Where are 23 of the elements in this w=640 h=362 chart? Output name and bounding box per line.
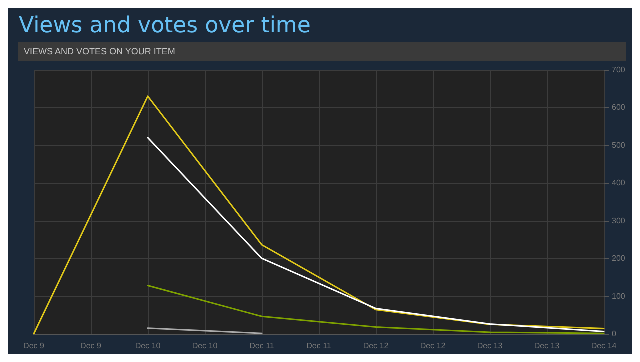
y-tick-label: 400 (612, 178, 626, 188)
x-tick-label: Dec 11 (306, 342, 332, 350)
y-tick-label: 0 (612, 330, 617, 338)
y-tick-label: 300 (612, 216, 626, 226)
x-tick-label: Dec 12 (420, 342, 446, 350)
y-tick-label: 100 (612, 292, 626, 301)
x-tick-label: Dec 13 (534, 342, 560, 350)
x-tick-label: Dec 9 (80, 342, 102, 350)
chart-subtitle: VIEWS AND VOTES ON YOUR ITEM (24, 46, 176, 56)
y-tick-label: 600 (612, 103, 626, 112)
x-tick-label: Dec 14 (591, 342, 618, 350)
x-tick-label: Dec 10 (192, 342, 218, 350)
chart-title: Views and votes over time (19, 14, 311, 38)
y-tick-label: 500 (612, 140, 626, 150)
x-tick-label: Dec 9 (24, 342, 45, 350)
x-tick-label: Dec 11 (250, 342, 275, 350)
x-tick-label: Dec 12 (363, 342, 390, 350)
x-tick-label: Dec 10 (135, 342, 162, 350)
x-tick-label: Dec 13 (477, 342, 504, 350)
line-series (147, 284, 605, 334)
line-series (147, 137, 605, 332)
y-tick-label: 200 (612, 254, 626, 264)
y-tick-label: 700 (612, 66, 626, 74)
